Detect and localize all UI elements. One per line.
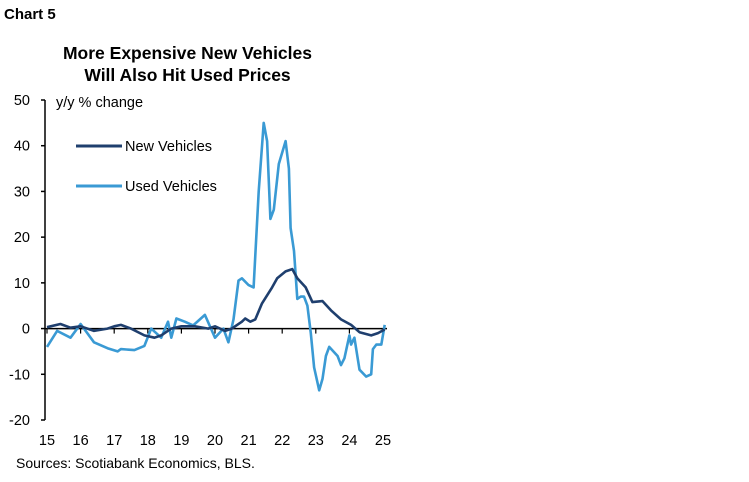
x-tick-label: 15 [39, 433, 55, 449]
source-note: Sources: Scotiabank Economics, BLS. [16, 455, 255, 471]
chart-number: Chart 5 [4, 6, 56, 23]
legend: New Vehicles Used Vehicles [76, 139, 217, 195]
y-tick-label: 0 [22, 322, 30, 338]
chart-title-line-2: Will Also Hit Used Prices [84, 65, 291, 85]
x-tick-label: 21 [241, 433, 257, 449]
x-tick-label: 17 [106, 433, 122, 449]
y-tick-label: -20 [9, 413, 30, 429]
x-tick-label: 20 [207, 433, 223, 449]
legend-label-new: New Vehicles [125, 139, 212, 155]
chart-title: More Expensive New Vehicles Will Also Hi… [40, 42, 335, 86]
series-line-new-vehicles [46, 267, 386, 340]
x-tick-label: 23 [308, 433, 324, 449]
x-tick-label: 18 [140, 433, 156, 449]
x-tick-label: 22 [274, 433, 290, 449]
legend-label-used: Used Vehicles [125, 179, 217, 195]
series-line-used-vehicles [45, 121, 386, 392]
y-tick-label: -10 [9, 367, 30, 383]
y-axis-label: y/y % change [56, 95, 143, 111]
x-tick-label: 16 [73, 433, 89, 449]
x-tick-label: 19 [173, 433, 189, 449]
y-tick-label: 50 [14, 93, 30, 109]
x-tick-label: 25 [375, 433, 391, 449]
y-tick-label: 10 [14, 276, 30, 292]
y-tick-label: 40 [14, 139, 30, 155]
y-tick-label: 30 [14, 184, 30, 200]
x-tick-label: 24 [341, 433, 357, 449]
chart-title-line-1: More Expensive New Vehicles [62, 43, 312, 63]
y-tick-label: 20 [14, 230, 30, 246]
